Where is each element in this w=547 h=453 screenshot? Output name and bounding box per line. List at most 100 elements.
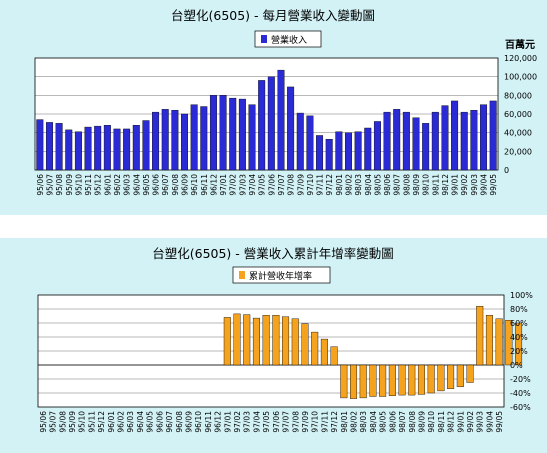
chart2-x-tick-label: 95/07 — [49, 411, 58, 433]
chart2-bar — [456, 364, 464, 387]
chart2-bar — [447, 364, 455, 389]
chart1-x-tick-label: 97/02 — [229, 174, 238, 196]
chart1-bar — [431, 111, 439, 171]
chart1-x-tick-label: 98/02 — [344, 174, 353, 196]
chart1-x-tick-label: 99/03 — [470, 174, 479, 196]
chart2-bar — [320, 338, 328, 366]
chart1-x-tick-label: 96/10 — [190, 174, 199, 196]
chart1-bar — [460, 111, 468, 171]
chart1-bar — [345, 132, 352, 171]
chart1-x-tick-label: 98/06 — [383, 174, 392, 196]
chart1-bar — [441, 105, 449, 171]
chart2-x-tick-label: 98/06 — [388, 411, 397, 433]
chart2-bar — [388, 364, 396, 396]
chart1-x-tick-label: 96/03 — [123, 174, 132, 196]
chart1-y-tick-label: 120,000 — [504, 54, 537, 63]
chart1-bar — [171, 110, 179, 171]
chart2-x-tick-label: 96/02 — [117, 411, 126, 433]
chart2-x-tick-label: 96/12 — [214, 411, 223, 433]
chart1-bar — [94, 125, 102, 171]
chart2-x-tick-label: 99/05 — [495, 411, 504, 433]
chart1-x-tick-label: 97/04 — [248, 174, 257, 196]
chart2-bar — [427, 364, 435, 394]
chart1-bar — [335, 131, 343, 171]
chart1-bar — [306, 115, 314, 171]
chart1-bar — [65, 129, 73, 171]
chart1-x-tick-label: 97/11 — [316, 174, 325, 196]
chart2-bar — [485, 315, 493, 366]
chart2-bar — [350, 364, 358, 399]
chart2-bar — [243, 314, 251, 366]
chart1-x-tick-label: 97/09 — [296, 174, 305, 196]
chart2-bar — [272, 315, 280, 366]
chart2-x-tick-label: 95/10 — [78, 411, 87, 433]
chart1-x-tick-label: 95/09 — [65, 174, 74, 196]
chart1-legend-label: 營業收入 — [271, 34, 307, 46]
chart1-x-tick-label: 99/04 — [480, 174, 489, 196]
chart2-x-tick-label: 97/10 — [311, 411, 320, 433]
chart1-x-tick-label: 98/01 — [335, 174, 344, 196]
chart1-bar — [113, 128, 121, 171]
chart1-gridlines — [35, 76, 498, 152]
chart1-bar — [190, 104, 198, 171]
chart1-x-tick-label: 98/09 — [412, 174, 421, 196]
chart1-legend: 營業收入 — [254, 30, 322, 48]
chart1-y-tick-label: 100,000 — [504, 73, 537, 82]
chart1-bar — [258, 80, 266, 171]
chart2-x-tick-label: 97/09 — [301, 411, 310, 433]
chart2-x-tick-label: 98/11 — [437, 411, 446, 433]
chart2-x-tick-label: 96/11 — [204, 411, 213, 433]
chart2-x-tick-label: 98/05 — [379, 411, 388, 433]
chart2-x-tick-label: 97/12 — [330, 411, 339, 433]
chart1-x-tick-label: 95/10 — [74, 174, 83, 196]
chart2-legend-box — [232, 266, 331, 284]
chart2-x-tick-label: 97/07 — [282, 411, 291, 433]
chart1-x-tick-label: 98/03 — [354, 174, 363, 196]
chart1-x-tick-label: 98/11 — [431, 174, 440, 196]
chart2-legend-swatch — [239, 271, 245, 279]
chart2-x-tick-label: 98/02 — [350, 411, 359, 433]
chart2-x-tick-label: 97/08 — [291, 411, 300, 433]
chart1-bar — [161, 109, 169, 171]
chart2-x-tick-label: 99/04 — [485, 411, 494, 433]
chart2-x-tick-label: 96/10 — [194, 411, 203, 433]
chart2-x-tick-label: 99/03 — [476, 411, 485, 433]
chart2-bar — [495, 318, 503, 366]
chart2-x-tick-label: 97/11 — [320, 411, 329, 433]
chart1-bar — [181, 113, 188, 171]
chart2-x-tick-label: 98/03 — [359, 411, 368, 433]
chart1-bar — [238, 98, 246, 171]
chart1-x-tick-label: 96/01 — [103, 174, 112, 196]
chart2-bar — [379, 364, 387, 397]
chart1-bar — [277, 69, 285, 171]
chart2-bar — [223, 317, 231, 366]
chart2-x-tick-label: 97/02 — [233, 411, 242, 433]
chart1-x-tick-label: 97/06 — [267, 174, 276, 196]
chart1-bar — [354, 131, 362, 171]
chart2-y-tick-label: -60% — [510, 403, 531, 412]
chart1-bar — [152, 111, 160, 171]
chart1-x-tick-label: 99/01 — [451, 174, 460, 196]
chart1-bar — [103, 124, 111, 171]
chart1-x-tick-label: 96/05 — [142, 174, 151, 196]
chart1-bar — [36, 119, 44, 171]
chart2-y-tick-labels: -60% -40% -20% 0% 20% 40% 60% 80% 100% — [510, 291, 533, 412]
chart2-bar — [437, 364, 445, 392]
chart2-x-tick-label: 99/01 — [456, 411, 465, 433]
chart1-x-tick-label: 98/07 — [393, 174, 402, 196]
chart2-bar — [291, 318, 299, 366]
chart1-y-tick-labels: 0 20,000 40,000 60,000 80,000 100,000 120,000 — [504, 54, 537, 175]
chart2-x-tick-label: 97/04 — [252, 411, 261, 433]
chart1-x-tick-label: 96/04 — [132, 174, 141, 196]
chart2-bar — [252, 317, 260, 366]
chart1-bar — [402, 111, 410, 171]
chart1-bar — [393, 109, 401, 171]
chart1-bar — [412, 117, 420, 171]
chart1-bar — [480, 104, 488, 171]
chart2-bars — [223, 306, 523, 399]
chart2-y-tick-label: -20% — [510, 375, 531, 384]
chart1-x-tick-label: 99/02 — [460, 174, 469, 196]
chart1-bar — [316, 135, 324, 171]
chart2-y-tick-label: 80% — [510, 305, 528, 314]
chart1-x-tick-label: 95/11 — [84, 174, 93, 196]
